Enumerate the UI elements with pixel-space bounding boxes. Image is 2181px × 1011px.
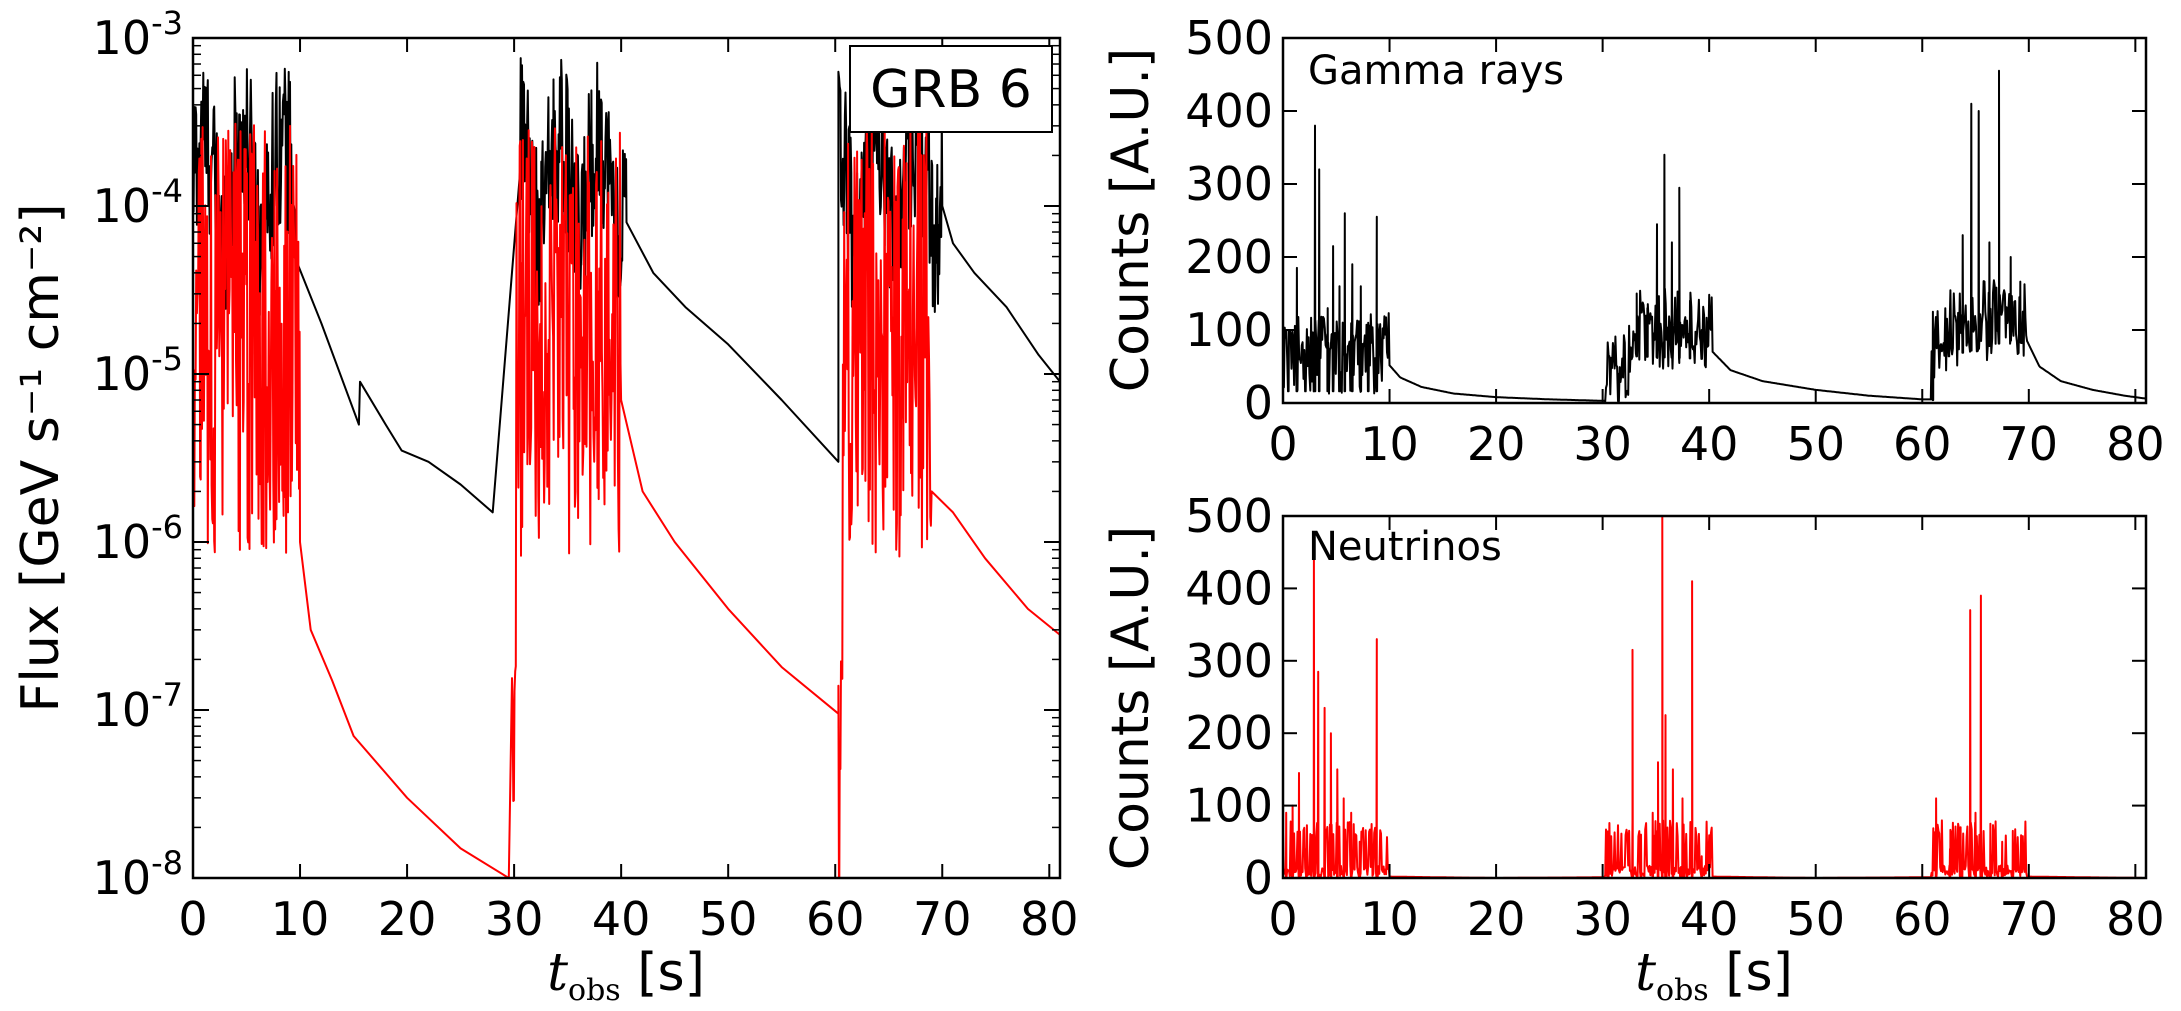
y-tick-label: 10-4 — [93, 172, 183, 233]
x-tick-label: 40 — [1680, 892, 1739, 946]
gamma-plot-frame — [1281, 36, 2148, 405]
flux-panel: 0 10 20 30 40 50 60 70 80 10-8 10-7 10-6 10-5 10-4 10-… — [11, 4, 1079, 1008]
x-tick-label: 70 — [2000, 417, 2059, 471]
y-tick-label: 10-3 — [93, 4, 183, 65]
gamma-y-axis-label: Counts [A.U.] — [1101, 48, 1161, 392]
x-tick-label: 70 — [2000, 892, 2059, 946]
flux-plot-area — [193, 57, 1060, 878]
x-tick-label: 40 — [1680, 417, 1739, 471]
x-tick-label: 20 — [1467, 892, 1526, 946]
y-tick-label: 300 — [1185, 157, 1273, 211]
y-tick-label: 300 — [1185, 634, 1273, 688]
legend-label: GRB 6 — [870, 60, 1032, 120]
x-tick-label: 60 — [1893, 892, 1952, 946]
neutrino-counts-line — [1283, 516, 2146, 878]
x-tick-label: 10 — [1360, 417, 1419, 471]
flux-x-axis-label: tobs [s] — [547, 943, 705, 1008]
flux-ticks: 0 10 20 30 40 50 60 70 80 10-8 10-7 10-6 10-5 10-4 10-… — [93, 4, 1079, 946]
neutrino-y-axis-label: Counts [A.U.] — [1101, 526, 1161, 870]
flux-y-axis-label: Flux [GeV s⁻¹ cm⁻²] — [11, 203, 71, 712]
neutrino-counts-panel: 0 10 20 30 40 50 60 70 80 0 100 200 300 400 500 Counts… — [1101, 489, 2165, 1008]
x-tick-label: 80 — [1020, 892, 1079, 946]
neutrino-flux-line — [193, 121, 1060, 878]
y-tick-label: 500 — [1185, 489, 1273, 543]
x-tick-label: 20 — [1467, 417, 1526, 471]
neutrino-plot-frame — [1281, 514, 2148, 880]
neutrino-ticks: 0 10 20 30 40 50 60 70 80 0 100 200 300 400 500 — [1185, 489, 2164, 946]
x-tick-label: 0 — [1268, 417, 1297, 471]
flux-plot-frame — [191, 36, 1062, 880]
legend: GRB 6 — [849, 45, 1053, 133]
x-tick-label: 80 — [2106, 892, 2165, 946]
x-tick-label: 10 — [271, 892, 330, 946]
neutrino-panel-label: Neutrinos — [1308, 524, 1502, 570]
x-tick-label: 20 — [378, 892, 437, 946]
x-tick-label: 0 — [178, 892, 207, 946]
gamma-plot-area — [1283, 69, 2146, 403]
x-tick-label: 10 — [1360, 892, 1419, 946]
x-tick-label: 40 — [592, 892, 651, 946]
gamma-counts-line — [1283, 69, 2146, 403]
x-tick-label: 30 — [485, 892, 544, 946]
y-tick-label: 0 — [1244, 851, 1273, 905]
x-tick-label: 60 — [806, 892, 865, 946]
gamma-flux-line — [193, 57, 1060, 514]
y-tick-label: 200 — [1185, 230, 1273, 284]
x-tick-label: 30 — [1573, 892, 1632, 946]
x-tick-label: 50 — [699, 892, 758, 946]
gamma-panel-label: Gamma rays — [1308, 48, 1564, 94]
x-tick-label: 50 — [1786, 417, 1845, 471]
y-tick-label: 10-5 — [93, 340, 183, 401]
y-tick-label: 100 — [1185, 303, 1273, 357]
y-tick-label: 200 — [1185, 706, 1273, 760]
y-tick-label: 400 — [1185, 561, 1273, 615]
x-tick-label: 60 — [1893, 417, 1952, 471]
y-tick-label: 500 — [1185, 11, 1273, 65]
x-tick-label: 30 — [1573, 417, 1632, 471]
x-tick-label: 70 — [913, 892, 972, 946]
x-tick-label: 50 — [1786, 892, 1845, 946]
neutrino-plot-area — [1283, 516, 2146, 878]
gamma-ticks: 0 10 20 30 40 50 60 70 80 0 100 200 300 400 500 — [1185, 11, 2164, 471]
y-tick-label: 10-8 — [93, 844, 183, 905]
y-tick-label: 400 — [1185, 84, 1273, 138]
y-tick-label: 10-7 — [93, 676, 183, 737]
gamma-counts-panel: 0 10 20 30 40 50 60 70 80 0 100 200 300 400 500 Counts… — [1101, 11, 2165, 471]
neutrino-x-axis-label: tobs [s] — [1635, 943, 1793, 1008]
y-tick-label: 0 — [1244, 376, 1273, 430]
x-tick-label: 0 — [1268, 892, 1297, 946]
legend-box — [849, 45, 1053, 133]
y-tick-label: 100 — [1185, 779, 1273, 833]
y-tick-label: 10-6 — [93, 508, 183, 569]
x-tick-label: 80 — [2106, 417, 2165, 471]
